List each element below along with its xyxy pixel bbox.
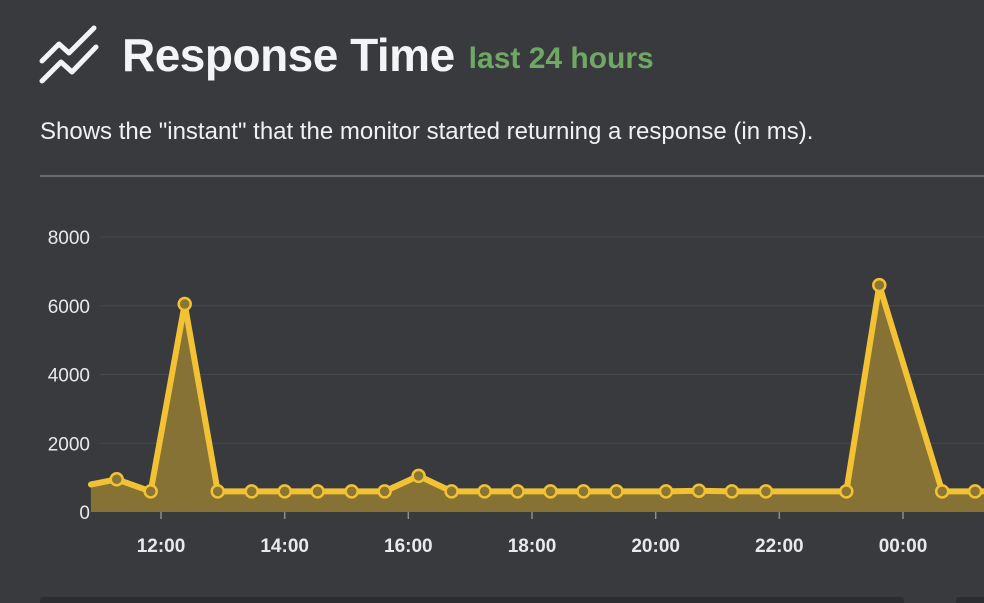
series-line [87, 282, 984, 495]
series-area [90, 285, 984, 512]
data-point[interactable] [244, 484, 259, 499]
time-range-label: last 24 hours [468, 42, 654, 75]
x-tick-label: 18:00 [508, 536, 557, 557]
next-panel-edge [956, 597, 984, 603]
x-axis: 12:00 14:00 16:00 18:00 20:00 22:00 00:00 [137, 512, 928, 557]
x-tick-label: 16:00 [384, 536, 433, 557]
data-point[interactable] [377, 484, 392, 499]
x-tick-label: 00:00 [879, 536, 928, 557]
data-point[interactable] [934, 484, 950, 499]
data-point[interactable] [839, 484, 854, 499]
data-point[interactable] [658, 484, 674, 499]
y-tick-label: 2000 [48, 434, 90, 455]
data-point[interactable] [967, 484, 983, 499]
data-point[interactable] [576, 484, 591, 499]
data-point[interactable] [510, 484, 525, 499]
y-tick-label: 8000 [48, 228, 90, 249]
y-tick-label: 0 [79, 503, 90, 524]
y-axis: 0 2000 4000 6000 8000 [48, 228, 90, 524]
x-tick-label: 12:00 [137, 536, 186, 557]
data-point[interactable] [143, 484, 158, 499]
y-tick-label: 6000 [48, 297, 90, 318]
data-point[interactable] [177, 296, 192, 312]
data-point[interactable] [724, 484, 740, 499]
data-point[interactable] [477, 484, 492, 499]
x-tick-label: 14:00 [260, 536, 309, 557]
series-response-time [87, 277, 984, 512]
page-title: Response Time [122, 29, 455, 81]
panel-header: Response Time last 24 hours [38, 24, 654, 86]
data-point[interactable] [277, 484, 292, 499]
grid-lines [100, 236, 984, 444]
divider [40, 175, 984, 177]
y-tick-label: 4000 [48, 366, 90, 387]
chart-description: Shows the "instant" that the monitor sta… [40, 118, 814, 145]
data-point[interactable] [344, 484, 359, 499]
data-point[interactable] [109, 472, 124, 487]
data-point[interactable] [411, 468, 426, 484]
line-chart-icon [39, 25, 99, 84]
data-point[interactable] [872, 277, 887, 293]
data-point[interactable] [444, 484, 459, 499]
data-point[interactable] [609, 484, 624, 499]
data-point[interactable] [310, 484, 325, 499]
data-point[interactable] [758, 484, 774, 499]
x-tick-label: 20:00 [631, 536, 680, 557]
x-tick-label: 22:00 [755, 536, 804, 557]
next-panel-edge [40, 597, 904, 603]
data-point[interactable] [543, 484, 558, 499]
data-point[interactable] [691, 483, 707, 498]
data-point[interactable] [210, 484, 225, 499]
